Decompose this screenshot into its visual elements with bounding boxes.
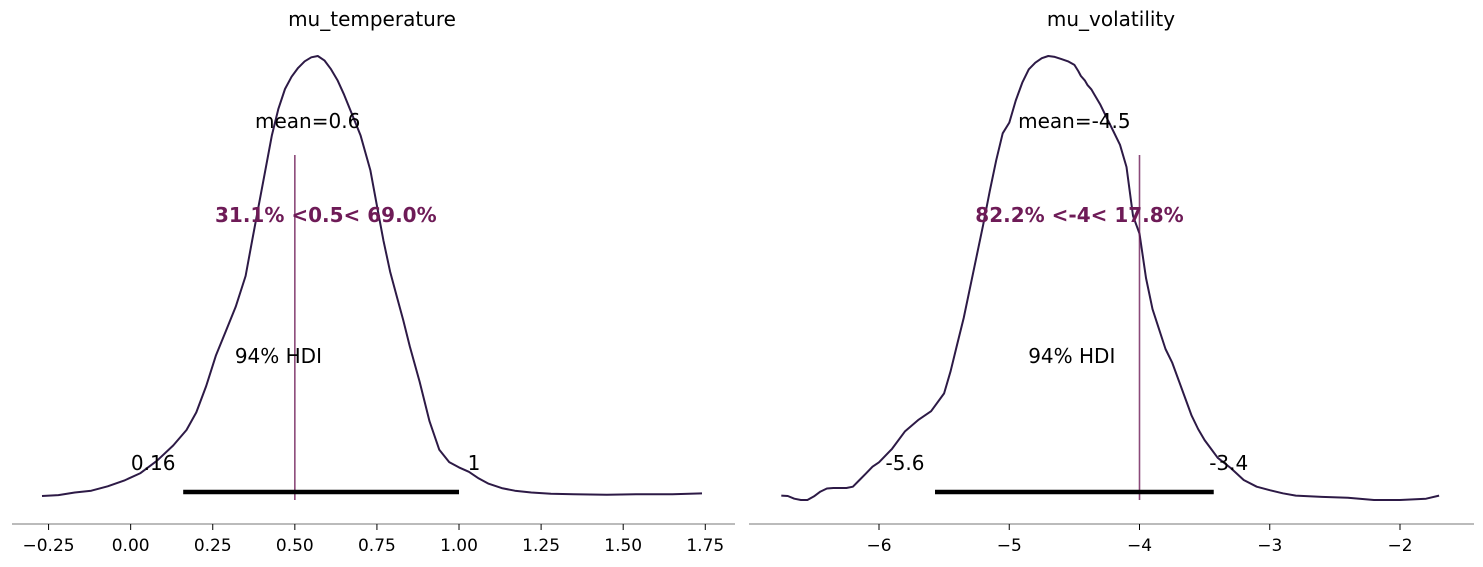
x-tick-label: −4: [1127, 536, 1152, 556]
density-curve: [41, 55, 703, 497]
hdi-low-label: -5.6: [885, 451, 924, 475]
x-tick-label: −2: [1387, 536, 1412, 556]
x-tick-label: −6: [866, 536, 891, 556]
reference-label: 31.1% <0.5< 69.0%: [215, 203, 437, 227]
x-tick-label: 1.75: [686, 536, 724, 556]
hdi-low-label: 0.16: [131, 451, 176, 475]
hdi-label: 94% HDI: [1028, 344, 1115, 368]
x-tick-label: 1.00: [440, 536, 478, 556]
reference-label: 82.2% <-4< 17.8%: [975, 203, 1183, 227]
x-tick-label: 0.75: [358, 536, 396, 556]
x-tick-label: −0.25: [23, 536, 75, 556]
hdi-label: 94% HDI: [235, 344, 322, 368]
chart-title: mu_temperature: [288, 7, 456, 31]
hdi-high-label: -3.4: [1209, 451, 1248, 475]
density-curve: [781, 55, 1440, 501]
x-tick-label: −5: [997, 536, 1022, 556]
mean-label: mean=-4.5: [1018, 109, 1131, 133]
x-tick-label: 0.00: [112, 536, 150, 556]
chart-title: mu_volatility: [1047, 7, 1175, 31]
mean-label: mean=0.6: [255, 109, 360, 133]
x-tick-label: 0.50: [276, 536, 314, 556]
x-tick-label: 1.25: [522, 536, 560, 556]
x-tick-label: 1.50: [604, 536, 642, 556]
x-tick-label: 0.25: [194, 536, 232, 556]
hdi-high-label: 1: [468, 451, 481, 475]
x-tick-label: −3: [1257, 536, 1282, 556]
